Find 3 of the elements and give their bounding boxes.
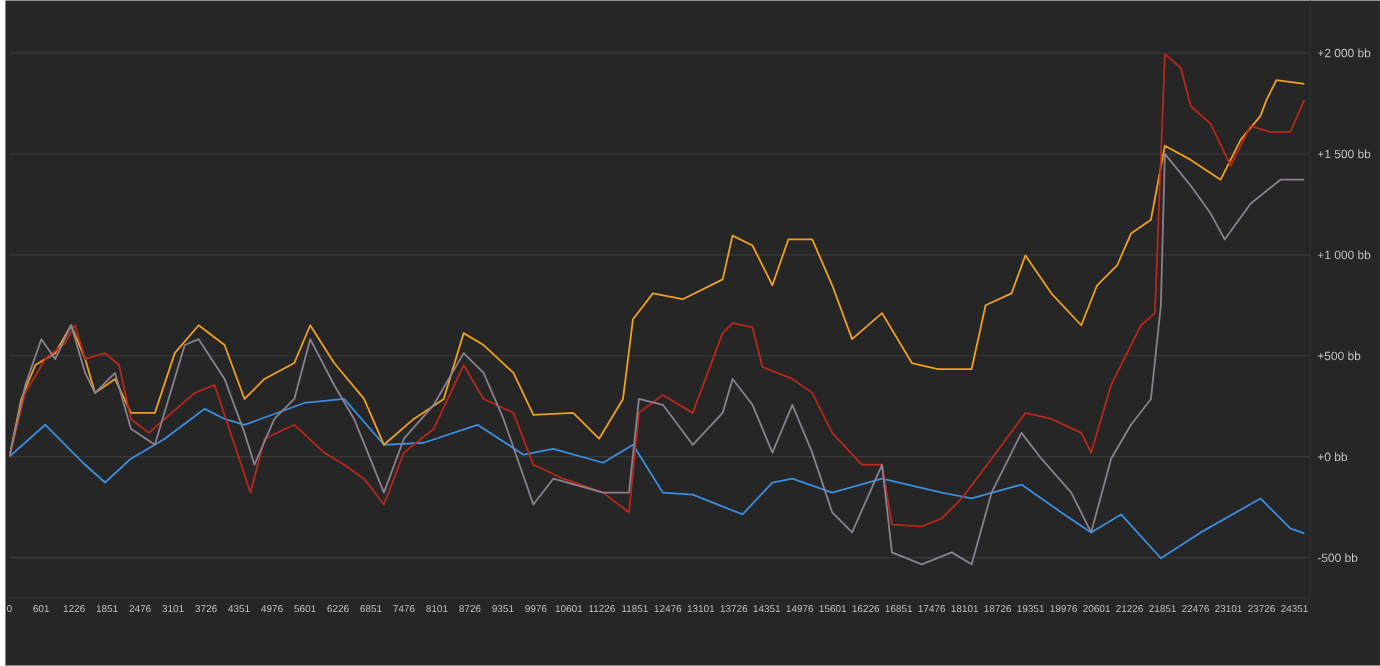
- line-series: [9, 153, 1306, 566]
- line-series: [9, 53, 1306, 528]
- line-series: [9, 398, 1306, 560]
